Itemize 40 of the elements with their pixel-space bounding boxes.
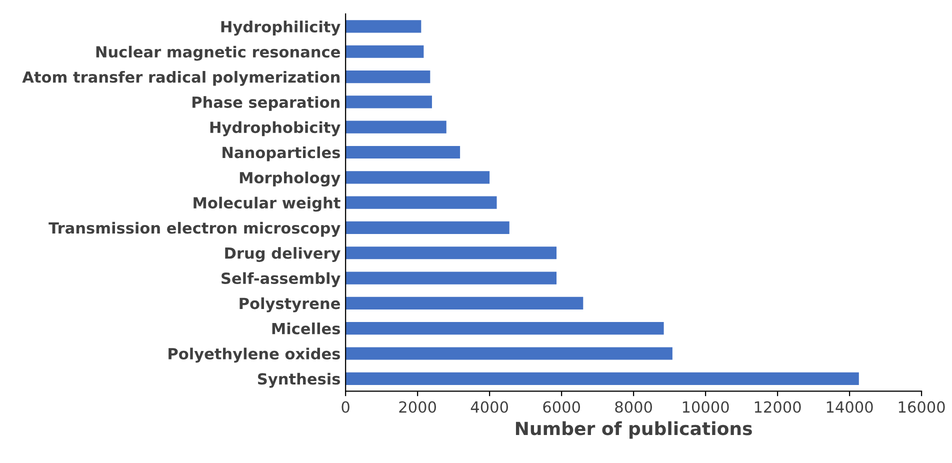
y-tick-label: Morphology bbox=[240, 172, 340, 187]
y-tick-label: Hydrophobicity bbox=[210, 121, 340, 136]
y-tick-label: Phase separation bbox=[192, 96, 340, 111]
bar bbox=[346, 70, 430, 84]
x-tick-label: 10000 bbox=[682, 401, 729, 413]
y-tick-label: Nanoparticles bbox=[222, 146, 340, 162]
y-tick-label: Micelles bbox=[272, 322, 340, 334]
bar bbox=[346, 296, 584, 310]
y-tick-label: Self-assembly bbox=[222, 272, 340, 288]
bar bbox=[346, 272, 557, 284]
y-tick-label: Drug delivery bbox=[225, 247, 340, 262]
bar bbox=[346, 146, 460, 159]
x-tick-label: 14000 bbox=[826, 401, 873, 413]
bar bbox=[346, 347, 672, 360]
x-tick-label: 6000 bbox=[543, 401, 580, 413]
x-tick-label: 0 bbox=[342, 401, 350, 413]
y-tick-label: Molecular weight bbox=[194, 196, 340, 212]
bar bbox=[346, 171, 490, 184]
x-axis-title: Number of publications bbox=[516, 421, 752, 439]
bar bbox=[346, 20, 422, 33]
bar bbox=[346, 372, 859, 385]
bar bbox=[346, 246, 557, 260]
y-tick-label: Hydrophilicity bbox=[221, 20, 340, 36]
x-tick-label: 4000 bbox=[470, 401, 508, 413]
bar bbox=[346, 45, 424, 58]
y-tick-label: Polystyrene bbox=[240, 297, 340, 312]
y-tick-label: Transmission electron microscopy bbox=[48, 222, 340, 237]
x-tick-label: 16000 bbox=[898, 401, 945, 413]
bar bbox=[346, 221, 510, 234]
x-tick-label: 8000 bbox=[615, 401, 652, 413]
bar bbox=[346, 96, 432, 108]
bar bbox=[346, 322, 664, 335]
y-tick-label: Synthesis bbox=[258, 372, 340, 388]
x-tick-label: 12000 bbox=[754, 401, 801, 413]
bar bbox=[346, 196, 497, 209]
y-tick-label: Atom transfer radical polymerization bbox=[22, 70, 340, 86]
bar bbox=[346, 120, 446, 134]
y-tick-label: Nuclear magnetic resonance bbox=[96, 46, 340, 61]
x-tick-label: 2000 bbox=[399, 401, 436, 413]
y-tick-label: Polyethylene oxides bbox=[168, 348, 340, 363]
